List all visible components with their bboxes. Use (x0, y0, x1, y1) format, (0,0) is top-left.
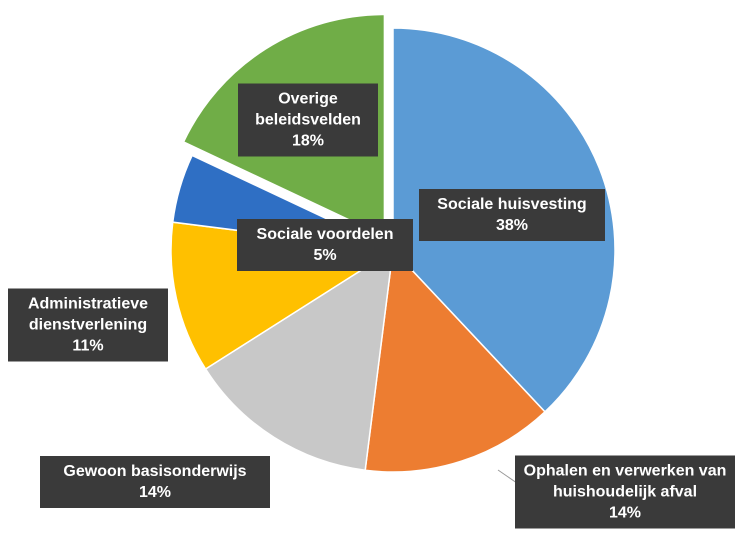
data-label: Sociale voordelen 5% (237, 219, 413, 271)
value-label: 14% (138, 484, 172, 501)
value-label: 5% (313, 247, 337, 264)
category-name: Administratieve dienstverlening (27, 295, 149, 334)
data-label: Sociale huisvesting 38% (419, 189, 605, 241)
data-label: Ophalen en verwerken van huishoudelijk a… (515, 455, 735, 529)
value-label: 38% (495, 217, 529, 234)
pie-slice (204, 248, 394, 472)
value-label: 14% (608, 504, 642, 522)
data-label: Gewoon basisonderwijs 14% (40, 456, 270, 508)
data-label: Administratieve dienstverlening 11% (8, 288, 168, 362)
pie-slice (364, 248, 547, 473)
category-name: Overige beleidsvelden (255, 90, 361, 129)
category-name: Sociale huisvesting (437, 196, 587, 213)
data-label: Overige beleidsvelden 18% (238, 83, 378, 157)
value-label: 18% (291, 132, 325, 150)
category-name: Gewoon basisonderwijs (63, 463, 247, 480)
category-name: Sociale voordelen (256, 226, 394, 243)
category-name: Ophalen en verwerken van huishoudelijk a… (523, 462, 727, 501)
value-label: 11% (72, 337, 104, 355)
